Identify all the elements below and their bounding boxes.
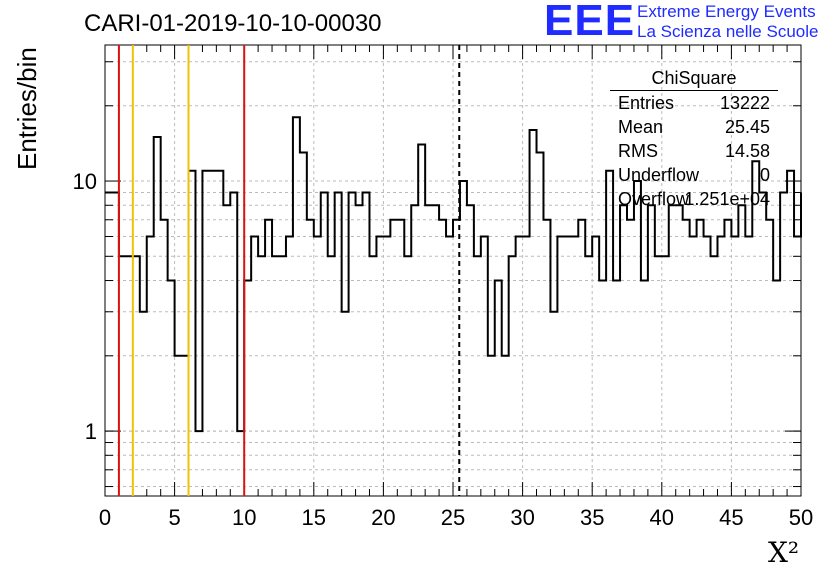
- y-tick-label: 10: [73, 169, 97, 194]
- x-tick-label: 10: [232, 505, 256, 530]
- stats-value: 25.45: [724, 117, 770, 137]
- x-tick-label: 35: [580, 505, 604, 530]
- logo-line-2: La Scienza nelle Scuole: [637, 22, 819, 41]
- y-axis-label: Entries/bin: [12, 47, 42, 170]
- stats-value: 0: [759, 165, 770, 185]
- stats-key: RMS: [618, 141, 658, 161]
- x-tick-label: 0: [99, 505, 111, 530]
- stats-row-entries: Entries 13222: [610, 91, 778, 115]
- stats-row-overflow: Overflow 1.251e+04: [610, 187, 778, 211]
- logo-line-1: Extreme Energy Events: [637, 2, 816, 21]
- x-tick-label: 45: [719, 505, 743, 530]
- stats-key: Underflow: [618, 165, 700, 185]
- chart-title: CARI-01-2019-10-10-00030: [84, 10, 382, 37]
- x-axis-label: X²: [768, 536, 800, 569]
- stats-value: 14.58: [724, 141, 770, 161]
- y-tick-label: 1: [85, 419, 97, 444]
- x-tick-label: 30: [510, 505, 534, 530]
- stats-row-rms: RMS 14.58: [610, 139, 778, 163]
- x-tick-label: 15: [302, 505, 326, 530]
- eee-logo: EEE: [544, 0, 636, 45]
- x-tick-label: 50: [789, 505, 813, 530]
- x-tick-label: 25: [441, 505, 465, 530]
- stats-title: ChiSquare: [610, 68, 778, 91]
- stats-row-mean: Mean 25.45: [610, 115, 778, 139]
- stats-value: 13222: [719, 93, 770, 113]
- stats-row-underflow: Underflow 0: [610, 163, 778, 187]
- stats-box: ChiSquare Entries 13222 Mean 25.45 RMS 1…: [610, 68, 778, 211]
- stats-key: Entries: [618, 93, 675, 113]
- stats-value: 1.251e+04: [684, 189, 770, 209]
- stats-key: Mean: [618, 117, 664, 137]
- x-tick-label: 20: [371, 505, 395, 530]
- x-tick-label: 40: [650, 505, 674, 530]
- stats-key: Overflow: [618, 189, 690, 209]
- x-tick-label: 5: [168, 505, 180, 530]
